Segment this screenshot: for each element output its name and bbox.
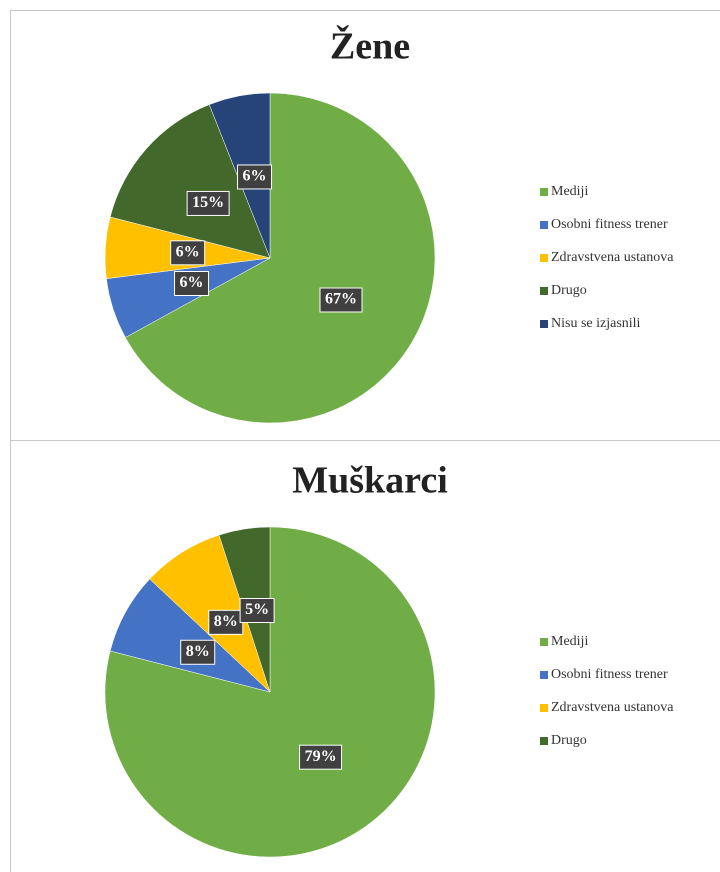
data-label-box: [174, 270, 210, 296]
legend-label: Osobni fitness trener: [551, 667, 668, 682]
legend-label: Mediji: [551, 634, 588, 649]
data-label: 8%: [186, 643, 210, 660]
legend-swatch: [540, 671, 548, 679]
data-label: 5%: [245, 601, 269, 618]
chart-title: Muškarci: [292, 460, 448, 502]
legend-label: Drugo: [551, 283, 587, 298]
legend-label: Zdravstvena ustanova: [551, 700, 674, 715]
legend-swatch: [540, 221, 548, 229]
chart-title: Žene: [330, 26, 410, 68]
legend-label: Drugo: [551, 733, 587, 748]
legend-swatch: [540, 737, 548, 745]
legend-swatch: [540, 287, 548, 295]
data-label-box: [319, 287, 363, 313]
data-label: 67%: [325, 291, 357, 308]
data-label: 6%: [176, 243, 200, 260]
data-label-box: [180, 639, 216, 665]
data-label: 6%: [180, 274, 204, 291]
data-label-box: [237, 164, 273, 190]
legend-swatch: [540, 704, 548, 712]
legend-swatch: [540, 188, 548, 196]
legend-swatch: [540, 320, 548, 328]
data-label-box: [170, 240, 206, 266]
data-label-box: [299, 744, 343, 770]
data-label: 6%: [243, 168, 267, 185]
data-label: 8%: [214, 613, 238, 630]
data-label: 79%: [305, 748, 337, 765]
legend-label: Osobni fitness trener: [551, 217, 668, 232]
legend-label: Mediji: [551, 184, 588, 199]
legend-swatch: [540, 638, 548, 646]
pie-slice: [109, 104, 271, 259]
data-label-box: [208, 609, 244, 635]
legend-swatch: [540, 254, 548, 262]
legend-label: Zdravstvena ustanova: [551, 250, 674, 265]
pie-slice: [104, 526, 436, 858]
legend-label: Nisu se izjasnili: [551, 316, 641, 331]
data-label-box: [239, 598, 275, 624]
pie-slice: [125, 92, 436, 424]
data-label: 15%: [192, 194, 224, 211]
data-label-box: [186, 190, 230, 216]
